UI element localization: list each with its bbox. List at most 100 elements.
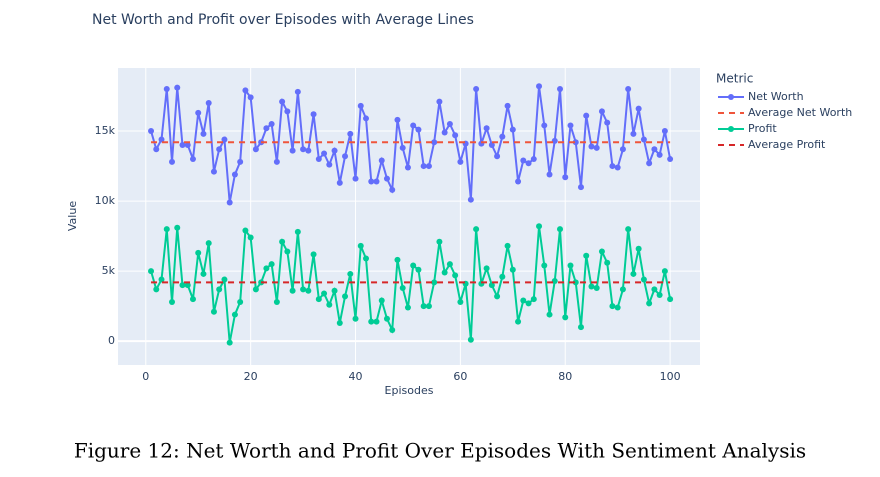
point — [378, 297, 385, 304]
point — [179, 142, 186, 149]
point — [494, 293, 501, 300]
point — [583, 252, 590, 259]
point — [635, 245, 642, 252]
point — [530, 296, 537, 303]
point — [656, 291, 663, 298]
point — [562, 314, 569, 321]
chart-title: Net Worth and Profit over Episodes with … — [92, 12, 474, 28]
point — [609, 303, 616, 310]
point — [331, 147, 338, 154]
point — [189, 156, 196, 163]
point — [237, 158, 244, 165]
point — [525, 160, 532, 167]
point — [640, 136, 647, 143]
point — [163, 226, 170, 233]
point — [399, 144, 406, 151]
point — [394, 256, 401, 263]
point — [436, 238, 443, 245]
point — [315, 156, 322, 163]
point — [226, 199, 233, 206]
point — [567, 122, 574, 129]
point — [509, 266, 516, 273]
point — [551, 137, 558, 144]
point — [404, 164, 411, 171]
point — [562, 174, 569, 181]
point — [625, 86, 632, 93]
point — [619, 146, 626, 153]
y-tick-label: 15k — [95, 124, 116, 137]
point — [536, 83, 543, 90]
point — [425, 163, 432, 170]
point — [378, 157, 385, 164]
point — [263, 265, 270, 272]
point — [383, 175, 390, 182]
point — [273, 298, 280, 305]
point — [457, 158, 464, 165]
point — [467, 196, 474, 203]
point — [494, 153, 501, 160]
point — [614, 164, 621, 171]
point — [488, 142, 495, 149]
point — [394, 116, 401, 123]
point — [179, 282, 186, 289]
x-tick-label: 100 — [660, 370, 681, 383]
point — [499, 133, 506, 140]
point — [504, 102, 511, 109]
point — [321, 150, 328, 157]
point — [368, 178, 375, 185]
point — [205, 240, 212, 247]
point — [410, 262, 417, 269]
point — [619, 286, 626, 293]
point — [210, 168, 217, 175]
point — [305, 147, 312, 154]
point — [630, 130, 637, 137]
caption: Figure 12: Net Worth and Profit Over Epi… — [74, 439, 806, 463]
point — [656, 151, 663, 158]
point — [158, 136, 165, 143]
point — [279, 238, 286, 245]
legend-label: Profit — [748, 122, 777, 135]
point — [635, 105, 642, 112]
x-tick-label: 60 — [453, 370, 467, 383]
point — [530, 156, 537, 163]
point — [221, 276, 228, 283]
y-tick-label: 5k — [102, 264, 116, 277]
x-tick-label: 20 — [244, 370, 258, 383]
point — [268, 261, 275, 268]
point — [216, 146, 223, 153]
point — [604, 119, 611, 126]
point — [305, 287, 312, 294]
point — [200, 130, 207, 137]
legend-marker — [728, 126, 734, 132]
plot-background — [118, 68, 700, 365]
point — [169, 298, 176, 305]
point — [273, 158, 280, 165]
point — [614, 304, 621, 311]
point — [237, 298, 244, 305]
point — [399, 284, 406, 291]
point — [300, 286, 307, 293]
point — [661, 268, 668, 275]
point — [231, 171, 238, 178]
point — [231, 311, 238, 318]
point — [667, 156, 674, 163]
point — [572, 279, 579, 286]
point — [252, 146, 259, 153]
point — [646, 300, 653, 307]
point — [326, 301, 333, 308]
y-tick-label: 10k — [95, 194, 116, 207]
point — [210, 308, 217, 315]
point — [195, 249, 202, 256]
x-tick-label: 40 — [349, 370, 363, 383]
point — [357, 102, 364, 109]
point — [410, 122, 417, 129]
point — [551, 277, 558, 284]
point — [373, 178, 380, 185]
legend-label: Average Net Worth — [748, 106, 852, 119]
point — [483, 265, 490, 272]
point — [336, 179, 343, 186]
point — [609, 163, 616, 170]
point — [310, 251, 317, 258]
point — [520, 157, 527, 164]
point — [630, 270, 637, 277]
